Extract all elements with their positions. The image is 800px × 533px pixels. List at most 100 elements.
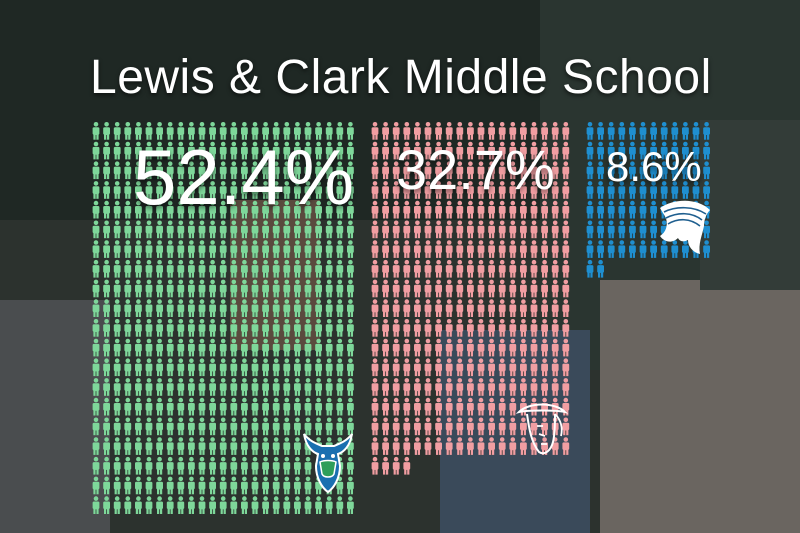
person-icon (650, 122, 657, 140)
person-icon (530, 259, 538, 278)
person-icon (392, 338, 400, 357)
person-icon (219, 338, 227, 357)
person-icon (551, 338, 559, 357)
person-icon (135, 161, 142, 180)
person-icon (145, 338, 153, 357)
person-icon (251, 299, 259, 317)
person-icon (445, 161, 453, 180)
person-icon (304, 358, 312, 377)
person-icon (315, 122, 322, 140)
person-icon (230, 161, 238, 180)
person-icon (177, 437, 185, 455)
person-icon (145, 122, 153, 140)
person-icon (336, 161, 344, 180)
person-icon (520, 338, 527, 357)
person-icon (336, 240, 344, 258)
person-icon (241, 141, 248, 160)
person-icon (103, 397, 110, 416)
person-icon (103, 319, 110, 337)
person-icon (456, 279, 464, 298)
person-icon (230, 417, 238, 436)
person-icon (230, 338, 238, 357)
person-icon (272, 279, 280, 298)
person-icon (283, 397, 291, 416)
person-icon (209, 122, 216, 140)
person-icon (424, 437, 432, 455)
person-icon (520, 279, 527, 298)
person-icon (551, 141, 559, 160)
person-icon (124, 378, 132, 396)
person-icon (92, 338, 100, 357)
person-icon (272, 259, 280, 278)
person-icon (562, 417, 570, 436)
person-icon (241, 397, 248, 416)
person-icon (283, 279, 291, 298)
person-icon (325, 259, 333, 278)
person-icon (424, 200, 432, 219)
person-icon (230, 200, 238, 219)
person-icon (304, 299, 312, 317)
person-icon (347, 319, 354, 337)
person-icon (477, 181, 485, 199)
person-icon (166, 397, 174, 416)
person-icon (262, 319, 269, 337)
person-icon (618, 200, 626, 219)
person-icon (145, 476, 153, 495)
person-icon (424, 220, 432, 239)
person-icon (124, 496, 132, 514)
person-icon (188, 496, 195, 514)
person-icon (113, 141, 121, 160)
person-icon (639, 122, 647, 140)
person-icon (315, 161, 322, 180)
person-icon (135, 319, 142, 337)
bull-mascot-icon (303, 433, 353, 494)
person-icon (166, 200, 174, 219)
person-icon (219, 496, 227, 514)
person-icon (198, 378, 206, 396)
person-icon (371, 338, 379, 357)
person-icon (435, 259, 442, 278)
person-icon (414, 200, 421, 219)
person-icon (347, 200, 354, 219)
person-icon (347, 299, 354, 317)
person-icon (283, 437, 291, 455)
person-icon (456, 417, 464, 436)
person-icon (156, 496, 163, 514)
person-icon (103, 358, 110, 377)
person-icon (347, 181, 354, 199)
person-icon (660, 161, 668, 180)
person-icon (520, 299, 527, 317)
person-icon (124, 397, 132, 416)
person-icon (597, 122, 604, 140)
person-icon (530, 299, 538, 317)
person-icon (304, 240, 312, 258)
person-icon (124, 200, 132, 219)
person-icon (92, 240, 100, 258)
person-icon (692, 122, 700, 140)
person-icon (520, 181, 527, 199)
person-icon (488, 181, 495, 199)
person-icon (530, 279, 538, 298)
person-icon (477, 240, 485, 258)
person-icon (283, 240, 291, 258)
person-icon (219, 319, 227, 337)
person-icon (336, 181, 344, 199)
person-icon (124, 338, 132, 357)
person-icon (262, 496, 269, 514)
person-icon (336, 259, 344, 278)
person-icon (445, 181, 453, 199)
person-icon (283, 181, 291, 199)
person-icon (424, 181, 432, 199)
person-icon (660, 141, 668, 160)
person-icon (445, 397, 453, 416)
person-icon (156, 259, 163, 278)
person-icon (382, 417, 389, 436)
person-icon (124, 161, 132, 180)
person-icon (198, 299, 206, 317)
person-icon (520, 417, 527, 436)
person-icon (703, 161, 710, 180)
person-icon (498, 279, 506, 298)
person-icon (435, 319, 442, 337)
person-icon (177, 141, 185, 160)
person-icon (435, 358, 442, 377)
